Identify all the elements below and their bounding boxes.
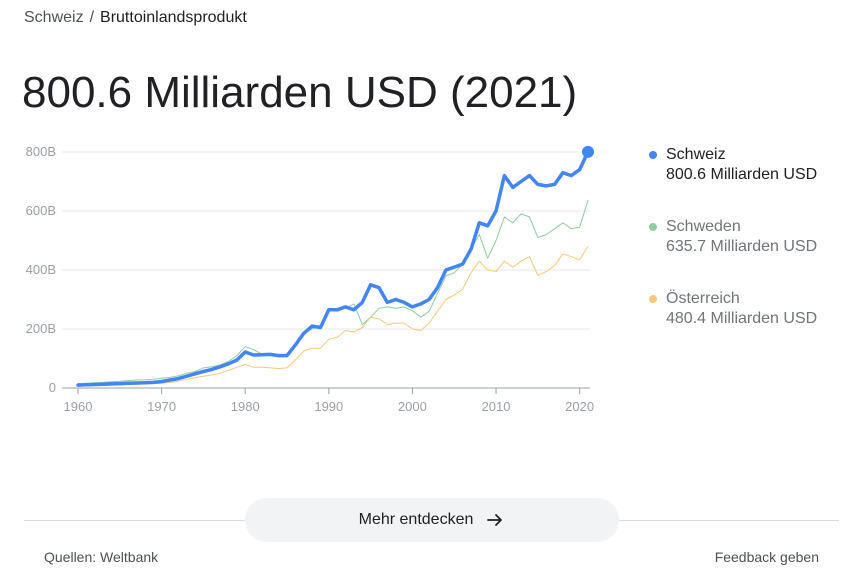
y-tick-label: 800B (26, 144, 56, 159)
explore-more-label: Mehr entdecken (358, 511, 474, 528)
breadcrumb-parent-link[interactable]: Schweiz (24, 9, 84, 26)
gdp-line-chart[interactable]: 0 200B 400B 600B 800B 1960 1970 1980 1990 2000 201… (0, 130, 600, 420)
page-title: 800.6 Milliarden USD (2021) (22, 68, 578, 117)
arrow-right-icon (485, 510, 505, 530)
legend-series-value: 480.4 Milliarden USD (666, 310, 818, 327)
series-line-schweden (77, 199, 589, 385)
legend-item-oesterreich[interactable]: Österreich 480.4 Milliarden USD (649, 289, 849, 329)
x-tick-label: 1970 (147, 399, 176, 414)
explore-more-button[interactable]: Mehr entdecken (245, 498, 619, 542)
legend-series-name: Schweiz (666, 146, 726, 163)
x-tick-label: 2010 (482, 399, 511, 414)
legend-series-value: 635.7 Milliarden USD (666, 238, 818, 255)
chart-legend: Schweiz 800.6 Milliarden USD Schweden 63… (649, 145, 849, 361)
x-tick-label: 1990 (314, 399, 343, 414)
legend-dot-icon (649, 151, 657, 159)
legend-series-value: 800.6 Milliarden USD (666, 166, 818, 183)
feedback-link[interactable]: Feedback geben (714, 549, 819, 565)
x-tick-label: 2020 (565, 399, 594, 414)
breadcrumb-current: Bruttoinlandsprodukt (100, 9, 247, 26)
legend-dot-icon (649, 295, 657, 303)
y-tick-label: 600B (26, 203, 56, 218)
y-tick-label: 0 (49, 380, 56, 395)
legend-item-schweiz[interactable]: Schweiz 800.6 Milliarden USD (649, 145, 849, 185)
x-tick-label: 1980 (231, 399, 260, 414)
legend-series-name: Schweden (666, 218, 741, 235)
series-line-oesterreich (77, 245, 589, 387)
legend-dot-icon (649, 223, 657, 231)
series-endpoint-marker (582, 145, 594, 158)
x-tick-label: 1960 (64, 399, 93, 414)
x-tick-label: 2000 (398, 399, 427, 414)
y-tick-label: 200B (26, 321, 56, 336)
sources-text: Quellen: Weltbank (44, 549, 159, 565)
series-line-schweiz (76, 150, 590, 387)
breadcrumb-separator: / (89, 9, 95, 26)
breadcrumb: Schweiz / Bruttoinlandsprodukt (24, 8, 247, 28)
legend-series-name: Österreich (666, 290, 740, 307)
y-tick-label: 400B (26, 262, 56, 277)
legend-item-schweden[interactable]: Schweden 635.7 Milliarden USD (649, 217, 849, 257)
